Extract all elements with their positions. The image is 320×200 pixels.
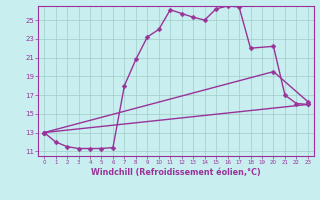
X-axis label: Windchill (Refroidissement éolien,°C): Windchill (Refroidissement éolien,°C) (91, 168, 261, 177)
